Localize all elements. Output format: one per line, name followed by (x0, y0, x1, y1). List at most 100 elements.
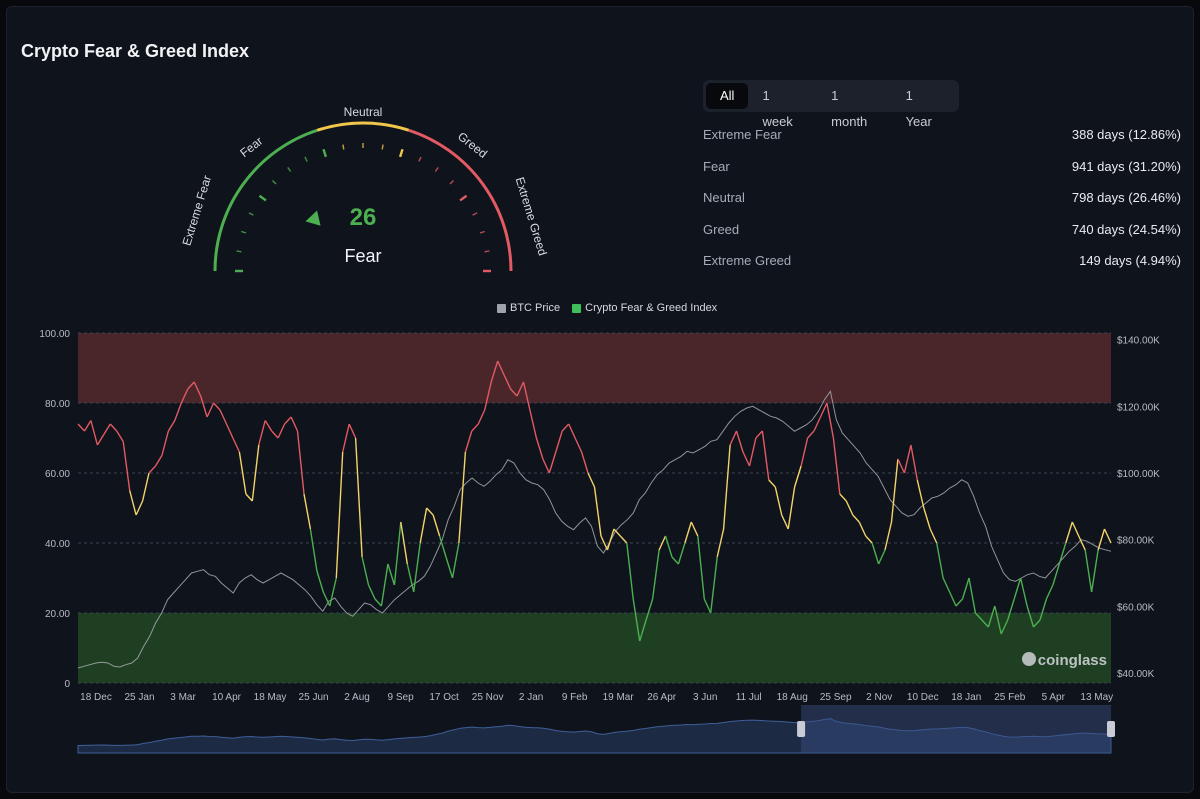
stat-value: 798 days (26.46%) (1071, 190, 1181, 205)
x-tick-label: 25 Feb (994, 692, 1026, 703)
index-segment (716, 528, 725, 558)
index-segment (561, 423, 570, 432)
x-tick-label: 26 Apr (647, 692, 677, 703)
gauge-tick (434, 167, 439, 172)
tab-1-month[interactable]: 1 month (831, 88, 868, 129)
index-segment (277, 423, 286, 439)
index-segment (1078, 535, 1086, 551)
stat-label: Fear (703, 158, 730, 174)
index-segment (342, 423, 350, 453)
index-segment (303, 493, 312, 530)
index-segment (768, 479, 776, 488)
index-segment (664, 535, 673, 558)
stat-row-neutral: Neutral 798 days (26.46%) (703, 188, 1181, 220)
x-tick-label: 17 Oct (429, 692, 459, 703)
legend-item-btc-price[interactable]: BTC Price (497, 302, 560, 314)
index-segment (380, 563, 389, 607)
index-segment (1065, 521, 1073, 544)
index-segment (871, 542, 880, 565)
gauge-tick (248, 212, 254, 216)
index-segment (781, 514, 789, 530)
index-segment (981, 619, 989, 628)
x-tick-label: 3 Jun (693, 692, 717, 703)
index-segment (529, 409, 538, 439)
index-segment (968, 577, 977, 614)
tab-1-week[interactable]: 1 week (762, 88, 793, 129)
index-segment (890, 458, 899, 523)
legend-item-fear-greed-index[interactable]: Crypto Fear & Greed Index (572, 302, 717, 314)
index-segment (735, 430, 744, 453)
y-left-tick-label: 0 (64, 679, 70, 690)
stat-label: Extreme Fear (703, 127, 782, 142)
index-segment (387, 563, 396, 586)
index-segment (219, 409, 228, 425)
coinglass-logo-icon (1022, 652, 1036, 666)
index-segment (484, 381, 492, 411)
tab-1-year[interactable]: 1 Year (905, 88, 932, 129)
index-segment (413, 542, 421, 593)
y-right-tick-label: $140.00K (1117, 336, 1160, 347)
index-segment (852, 514, 860, 523)
x-tick-label: 19 Mar (603, 692, 635, 703)
index-segment (522, 381, 531, 411)
index-segment (322, 591, 331, 607)
index-segment (787, 486, 796, 530)
index-segment (367, 584, 376, 600)
index-segment (877, 549, 886, 565)
navigator-area (77, 718, 1112, 754)
index-segment (651, 549, 660, 600)
gauge-tick (342, 144, 345, 150)
x-tick-label: 25 Nov (472, 692, 504, 703)
index-segment (458, 451, 467, 544)
index-segment (761, 430, 770, 481)
index-segment (464, 430, 473, 453)
index-segment (987, 605, 996, 628)
tab-all[interactable]: All (706, 83, 749, 109)
stat-row-fear: Fear 941 days (31.20%) (703, 157, 1181, 189)
index-segment (374, 598, 382, 607)
gauge-tick (418, 156, 422, 162)
gauge-tick (258, 194, 267, 202)
index-segment (180, 388, 189, 404)
x-tick-label: 18 May (254, 692, 287, 703)
x-tick-label: 13 May (1080, 692, 1113, 703)
y-left-tick-label: 60.00 (45, 469, 70, 480)
band-fear (78, 613, 1111, 683)
index-segment (1032, 619, 1041, 628)
index-segment (703, 598, 712, 614)
index-segment (154, 455, 163, 467)
legend-swatch (572, 303, 582, 313)
index-segment (174, 402, 182, 421)
index-segment (232, 437, 241, 453)
x-tick-label: 25 Jan (124, 692, 154, 703)
navigator-handle-right[interactable] (1107, 721, 1115, 737)
series-btc-price (77, 390, 1112, 669)
index-segment (1071, 521, 1080, 537)
index-segment (406, 563, 415, 593)
index-segment (658, 535, 667, 551)
index-segment (497, 360, 505, 376)
index-segment (122, 441, 131, 491)
index-segment (923, 507, 931, 530)
index-segment (135, 500, 144, 516)
stat-row-extreme-greed: Extreme Greed 149 days (4.94%) (703, 251, 1181, 283)
watermark-coinglass: coinglass (1038, 652, 1107, 669)
y-right-tick-label: $80.00K (1117, 536, 1155, 547)
index-segment (600, 535, 609, 551)
navigator-handle-left[interactable] (797, 721, 806, 737)
index-segment (503, 374, 512, 390)
index-segment (671, 556, 679, 565)
time-range-tabs: All 1 week 1 month 1 Year (703, 80, 959, 129)
index-segment (451, 542, 460, 579)
index-segment (697, 535, 705, 600)
index-segment (793, 465, 802, 488)
x-tick-label: 10 Dec (907, 692, 939, 703)
index-segment (819, 402, 828, 418)
index-segment (284, 416, 292, 425)
index-segment (865, 535, 873, 544)
index-segment (1019, 577, 1028, 607)
index-segment (826, 402, 835, 439)
gauge-tick (398, 148, 404, 158)
gauge-tick (449, 179, 455, 185)
index-segment (845, 500, 854, 516)
